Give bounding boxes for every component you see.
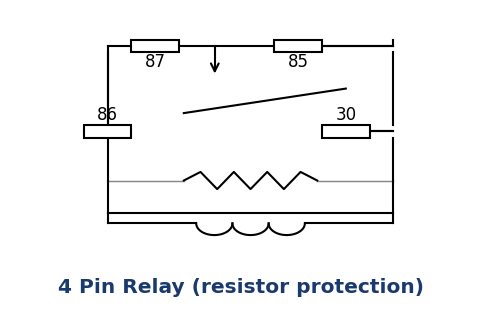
Text: 4 Pin Relay (resistor protection): 4 Pin Relay (resistor protection): [58, 278, 424, 297]
FancyBboxPatch shape: [322, 125, 370, 138]
Text: 85: 85: [288, 53, 308, 71]
FancyBboxPatch shape: [84, 125, 132, 138]
Text: 86: 86: [97, 106, 118, 124]
FancyBboxPatch shape: [132, 40, 179, 52]
FancyBboxPatch shape: [274, 40, 322, 52]
Text: 87: 87: [145, 53, 166, 71]
Text: 30: 30: [335, 106, 356, 124]
